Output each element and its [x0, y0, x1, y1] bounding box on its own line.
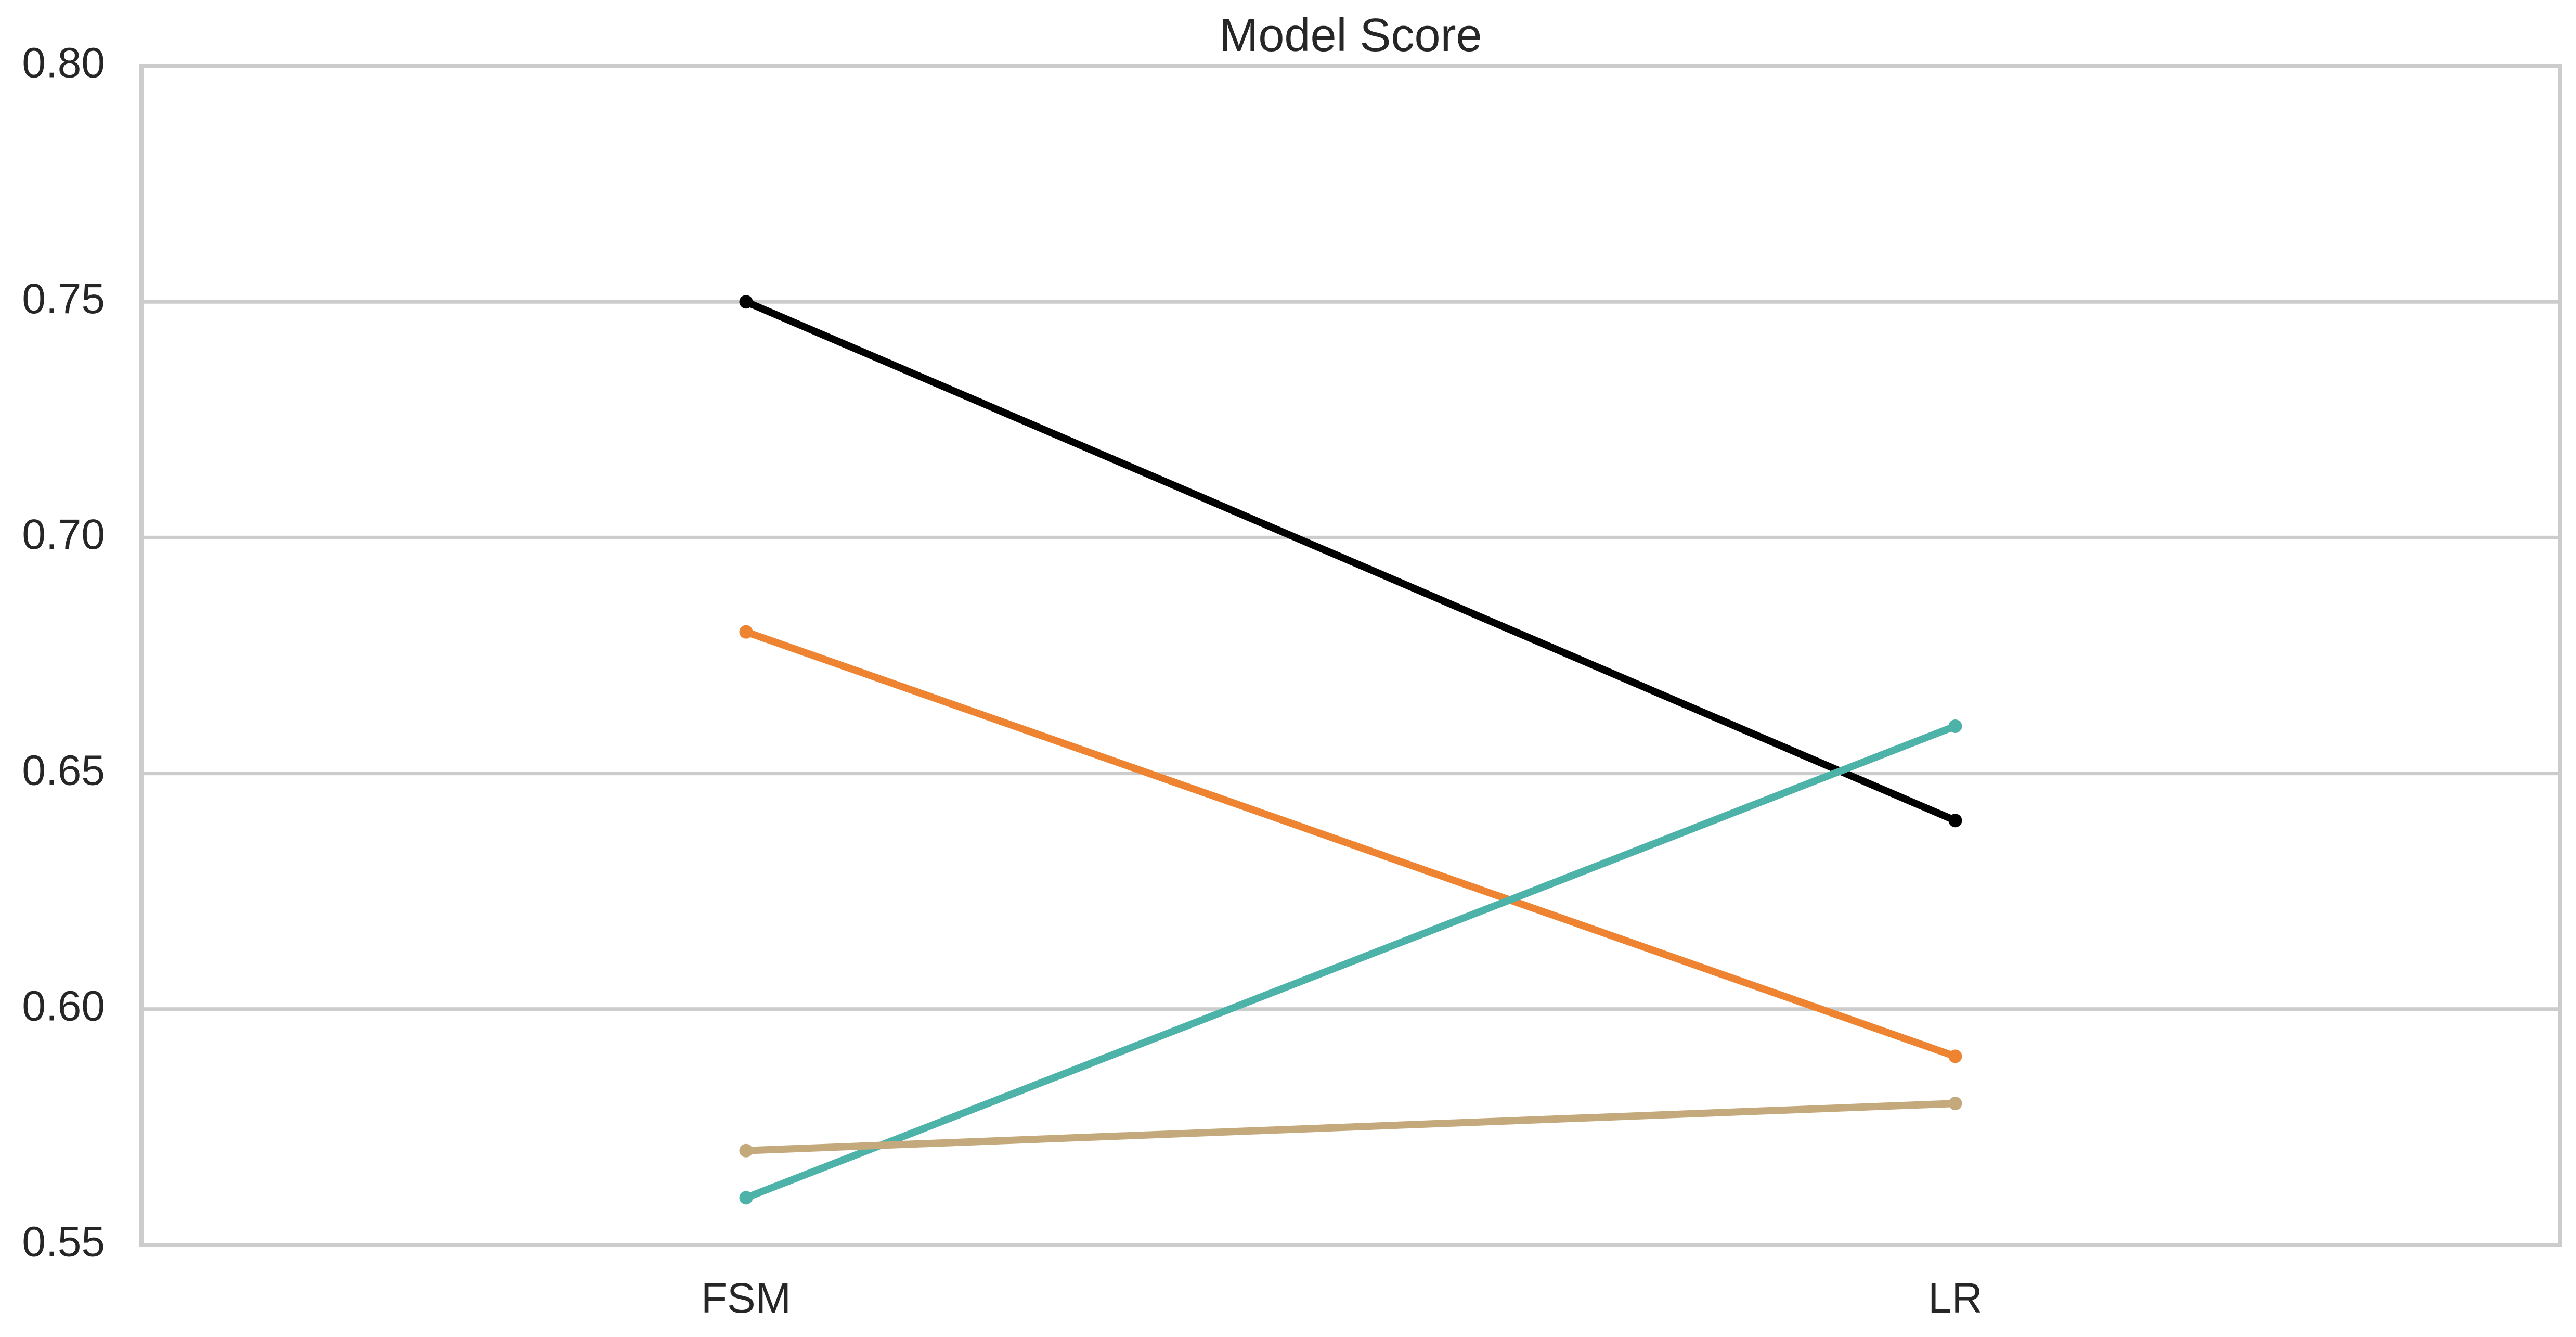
data-point: [1948, 814, 1962, 828]
y-tick-label: 0.75: [22, 275, 105, 323]
series-3: [739, 719, 1962, 1205]
y-tick-label: 0.60: [22, 982, 105, 1030]
grid-lines: [141, 300, 2560, 1011]
data-point: [1948, 1097, 1962, 1111]
y-axis-tick-labels: 0.55 0.60 0.65 0.70 0.75 0.80: [22, 40, 105, 1266]
plot-frame: [139, 64, 2562, 1247]
series-line: [742, 628, 1959, 1060]
y-tick-label: 0.65: [22, 747, 105, 794]
x-axis-tick-labels: FSM LR: [701, 1275, 1983, 1322]
series-4: [739, 1097, 1962, 1158]
chart-title: Model Score: [1219, 9, 1482, 61]
series-line: [742, 298, 1959, 825]
y-tick-label: 0.80: [22, 40, 105, 87]
series-2: [739, 625, 1962, 1063]
data-point: [739, 625, 753, 639]
series-line: [742, 722, 1959, 1202]
x-tick-label: FSM: [701, 1275, 791, 1322]
data-point: [739, 1143, 753, 1158]
data-point: [739, 295, 753, 309]
data-point: [739, 1191, 753, 1205]
data-point: [1948, 1049, 1962, 1063]
series-lines: [739, 295, 1962, 1205]
y-tick-label: 0.70: [22, 511, 105, 558]
y-tick-label: 0.55: [22, 1218, 105, 1266]
data-point: [1948, 719, 1962, 733]
x-tick-label: LR: [1928, 1275, 1983, 1322]
series-1: [739, 295, 1962, 828]
series-line: [742, 1100, 1959, 1154]
